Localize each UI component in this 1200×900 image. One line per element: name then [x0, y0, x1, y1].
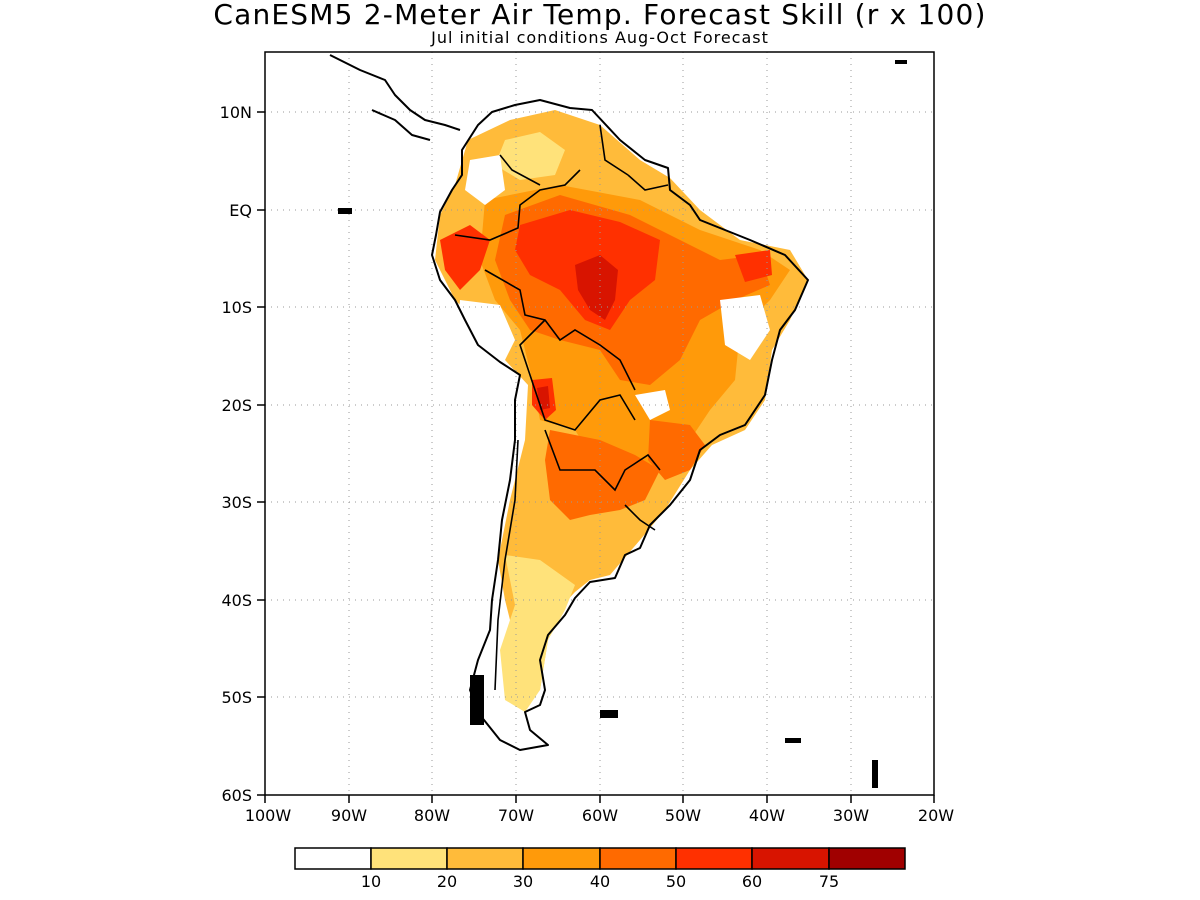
legend-swatch	[370, 847, 448, 870]
legend-swatch	[828, 847, 906, 870]
legend-label: 30	[513, 872, 533, 891]
legend-swatch	[599, 847, 677, 870]
lat-tick-label: 40S	[221, 591, 252, 610]
central-america-south-coast	[371, 109, 431, 141]
lon-tick-labels: 100W 90W 80W 70W 60W 50W 40W 30W 20W	[245, 806, 954, 825]
legend-label: 40	[590, 872, 610, 891]
central-america-outline	[329, 54, 461, 131]
lat-tick-label: 30S	[221, 493, 252, 512]
skill-region-below-10-colombia	[465, 155, 505, 205]
lon-tick-label: 30W	[833, 806, 869, 825]
legend-label: 20	[437, 872, 457, 891]
skill-region-below-10-brazil	[720, 295, 770, 360]
skill-shading	[435, 110, 808, 712]
lat-tick-label: 10N	[220, 103, 252, 122]
skill-region-60-75	[575, 255, 618, 320]
lon-tick-label: 80W	[414, 806, 450, 825]
lat-tick-label: 20S	[221, 396, 252, 415]
legend-label: 60	[742, 872, 762, 891]
skill-region-10-20-south	[500, 555, 575, 712]
lon-tick-label: 100W	[245, 806, 292, 825]
color-legend: 10 20 30 40 50 60 75	[294, 847, 906, 891]
coastlines	[329, 54, 809, 751]
legend-swatch	[522, 847, 601, 870]
legend-label: 50	[666, 872, 686, 891]
islands	[338, 60, 907, 788]
map-title: CanESM5 2-Meter Air Temp. Forecast Skill…	[213, 0, 987, 31]
skill-region-50-60-ne	[735, 250, 772, 282]
skill-region-below-10-minas	[635, 390, 670, 420]
lon-tick-label: 70W	[498, 806, 534, 825]
legend-swatch	[446, 847, 524, 870]
lat-tick-label: EQ	[229, 201, 252, 220]
lon-tick-label: 20W	[918, 806, 954, 825]
legend-label: 75	[819, 872, 839, 891]
skill-region-10-20-north	[495, 132, 565, 180]
skill-region-50-60-west	[440, 225, 490, 290]
lon-tick-label: 40W	[749, 806, 785, 825]
skill-region-40-50-east	[648, 420, 705, 480]
map-area	[265, 52, 934, 795]
lon-tick-label: 50W	[665, 806, 701, 825]
south-america-outline	[431, 99, 809, 751]
country-borders	[454, 124, 669, 691]
legend-swatch	[751, 847, 830, 870]
skill-region-below-10-peru	[458, 300, 515, 370]
lat-tick-label: 60S	[221, 786, 252, 805]
legend-swatch	[675, 847, 753, 870]
tick-marks	[257, 111, 935, 803]
lat-tick-label: 10S	[221, 298, 252, 317]
map-subtitle: Jul initial conditions Aug-Oct Forecast	[431, 28, 769, 47]
lat-tick-label: 50S	[221, 688, 252, 707]
legend-swatch	[294, 847, 372, 870]
lat-tick-labels: 10N EQ 10S 20S 30S 40S 50S 60S	[220, 103, 252, 805]
legend-label: 10	[361, 872, 381, 891]
lon-tick-label: 60W	[582, 806, 618, 825]
lon-tick-label: 90W	[331, 806, 367, 825]
skill-region-40-50-south	[545, 430, 660, 520]
